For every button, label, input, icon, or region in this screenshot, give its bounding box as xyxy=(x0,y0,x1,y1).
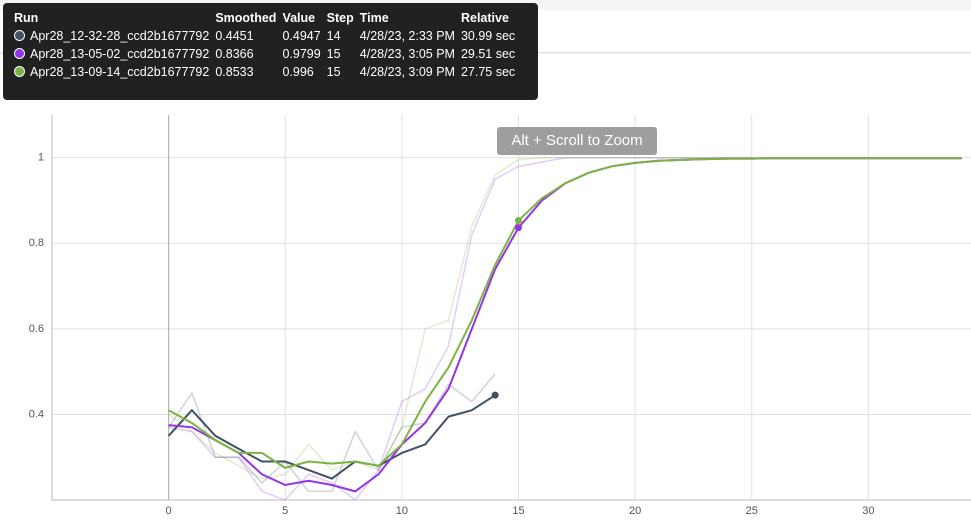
hover-dot xyxy=(514,224,522,232)
tooltip-cell: 15 xyxy=(324,45,357,63)
tooltip-row: Apr28_13-05-02_ccd2b1677792 0.8366 0.9799 1… xyxy=(11,45,518,63)
cell-text: 0.8366 xyxy=(215,47,254,61)
tooltip: Run Smoothed Value Step Time Relative Apr28_12… xyxy=(3,3,538,100)
tooltip-cell: 4/28/23, 2:33 PM xyxy=(357,27,458,45)
y-tick-label: 0.6 xyxy=(29,323,44,335)
x-tick-label: 10 xyxy=(396,505,408,517)
x-tick-label: 15 xyxy=(512,505,524,517)
smoothed-line xyxy=(168,157,962,493)
cell-text: 0.8533 xyxy=(215,65,254,79)
tooltip-cell: Apr28_13-05-02_ccd2b1677792 xyxy=(11,45,212,63)
cell-text: 27.75 sec xyxy=(460,65,516,79)
cell-text: Apr28_12-32-28_ccd2b1677792 xyxy=(30,29,210,43)
y-tick-label: 0.8 xyxy=(29,237,44,249)
tooltip-cell: 4/28/23, 3:09 PM xyxy=(357,63,458,81)
raw-line xyxy=(167,373,496,493)
tooltip-cell: 0.8533 xyxy=(212,63,279,81)
y-tick-label: 1 xyxy=(38,152,44,164)
tooltip-table: Run Smoothed Value Step Time Relative Apr28_12… xyxy=(11,9,518,81)
raw-line xyxy=(168,157,962,480)
cell-text: 4/28/23, 3:09 PM xyxy=(359,65,455,79)
tooltip-cell: 0.996 xyxy=(279,63,323,81)
smoothed-line xyxy=(167,394,496,480)
tooltip-cell: 29.51 sec xyxy=(458,45,518,63)
hover-dot xyxy=(514,217,522,225)
tooltip-row: Apr28_13-09-14_ccd2b1677792 0.8533 0.996 15… xyxy=(11,63,518,81)
x-tick-label: 30 xyxy=(862,505,874,517)
column-header: Run xyxy=(14,11,39,25)
x-tick-label: 0 xyxy=(166,505,172,517)
cell-text: 30.99 sec xyxy=(460,29,516,43)
tooltip-cell: 4/28/23, 3:05 PM xyxy=(357,45,458,63)
column-header: Step xyxy=(326,11,354,25)
tooltip-cell: 14 xyxy=(324,27,357,45)
zoom-hint: Alt + Scroll to Zoom xyxy=(497,127,657,155)
cell-text: 15 xyxy=(326,65,341,79)
cell-text: 0.996 xyxy=(282,65,314,79)
column-header: Time xyxy=(359,11,389,25)
run-color-dot xyxy=(14,48,25,59)
tooltip-cell: Apr28_13-09-14_ccd2b1677792 xyxy=(11,63,212,81)
hover-dot xyxy=(491,391,499,399)
smoothed-line xyxy=(168,157,962,469)
tooltip-cell: 0.8366 xyxy=(212,45,279,63)
x-tick-label: 20 xyxy=(629,505,641,517)
cell-text: 14 xyxy=(326,29,341,43)
tooltip-cell: 0.4947 xyxy=(279,27,323,45)
cell-text: 4/28/23, 3:05 PM xyxy=(359,47,455,61)
x-tick-label: 25 xyxy=(746,505,758,517)
tooltip-header: Run Smoothed Value Step Time Relative xyxy=(11,9,518,27)
cell-text: 0.4947 xyxy=(282,29,321,43)
tooltip-cell: 0.9799 xyxy=(279,45,323,63)
column-header: Value xyxy=(282,11,316,25)
cell-text: Apr28_13-05-02_ccd2b1677792 xyxy=(30,47,210,61)
x-tick-label: 5 xyxy=(282,505,288,517)
cell-text: Apr28_13-09-14_ccd2b1677792 xyxy=(30,65,210,79)
y-tick-label: 0.4 xyxy=(29,408,44,420)
run-color-dot xyxy=(14,30,25,41)
run-color-dot xyxy=(14,66,25,77)
tooltip-row: Apr28_12-32-28_ccd2b1677792 0.4451 0.4947 1… xyxy=(11,27,518,45)
cell-text: 0.9799 xyxy=(282,47,321,61)
tooltip-cell: 30.99 sec xyxy=(458,27,518,45)
cell-text: 4/28/23, 2:33 PM xyxy=(359,29,455,43)
tooltip-cell: 0.4451 xyxy=(212,27,279,45)
cell-text: 15 xyxy=(326,47,341,61)
cell-text: 0.4451 xyxy=(215,29,254,43)
cell-text: 29.51 sec xyxy=(460,47,516,61)
tooltip-cell: Apr28_12-32-28_ccd2b1677792 xyxy=(11,27,212,45)
tooltip-cell: 15 xyxy=(324,63,357,81)
column-header: Smoothed xyxy=(215,11,277,25)
column-header: Relative xyxy=(460,11,509,25)
tooltip-cell: 27.75 sec xyxy=(458,63,518,81)
